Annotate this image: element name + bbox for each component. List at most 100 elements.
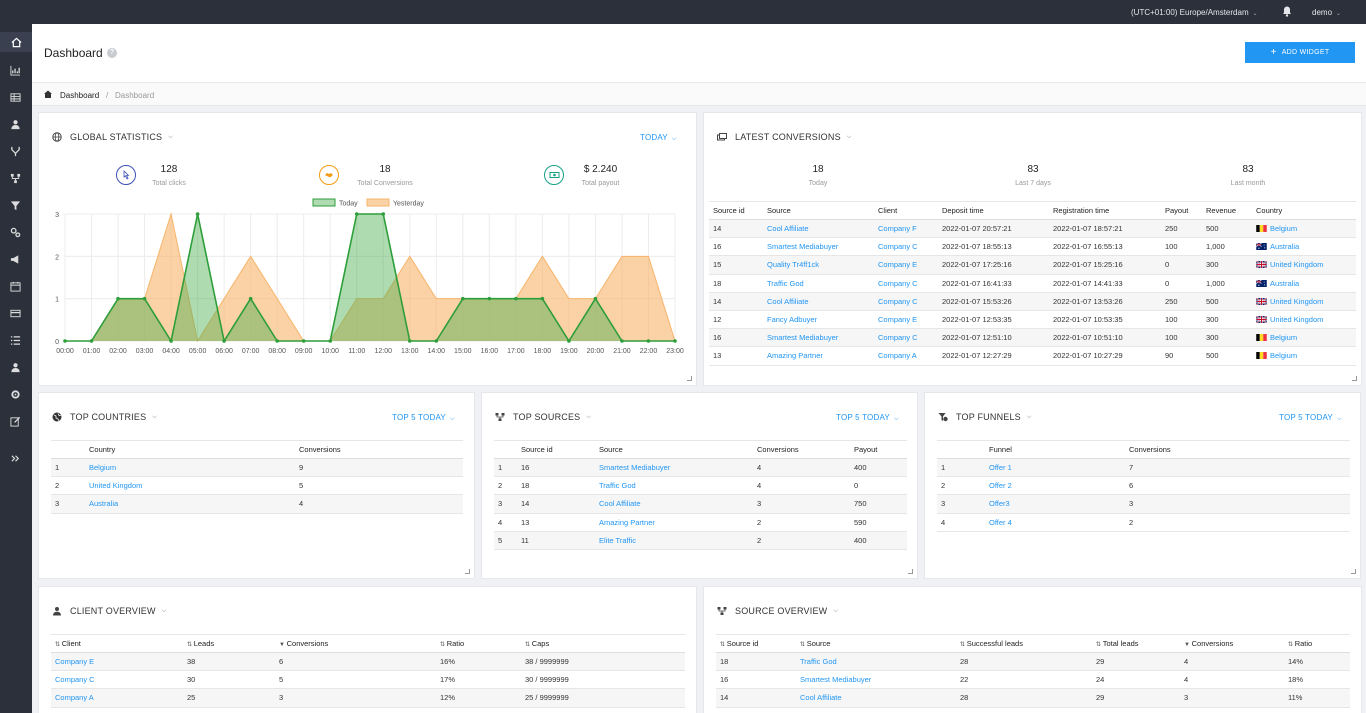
table-cell-link[interactable]: United Kingdom	[1252, 310, 1356, 330]
table-cell-link[interactable]: Company A	[51, 688, 183, 708]
cell-text: Company A	[55, 693, 94, 703]
table-cell-link[interactable]: Fancy Adbuyer	[763, 310, 874, 330]
filter-dropdown[interactable]: TOP 5 TODAY ⌵	[392, 413, 455, 423]
sidebar-item-clients[interactable]	[9, 118, 22, 131]
column-header[interactable]: ⇅ Successful leads	[956, 634, 1092, 653]
filter-dropdown[interactable]: TOP 5 TODAY ⌵	[1279, 413, 1342, 423]
sidebar-item-users[interactable]	[9, 361, 22, 374]
panel-title[interactable]: SOURCE OVERVIEW ⌵	[717, 606, 838, 616]
table-cell-link[interactable]: Amazing Partner	[763, 346, 874, 366]
table-cell-link[interactable]: Cool Affiliate	[763, 219, 874, 239]
sidebar-item-campaigns[interactable]	[9, 253, 22, 266]
sidebar-item-offers[interactable]	[9, 226, 22, 239]
column-header[interactable]: ⇅ Caps	[521, 634, 685, 653]
table-cell-link[interactable]: United Kingdom	[85, 476, 295, 496]
table-cell-link[interactable]: Traffic God	[796, 652, 956, 672]
filter-dropdown[interactable]: TODAY ⌵	[640, 133, 677, 143]
column-header[interactable]: ⇅ Total leads	[1092, 634, 1180, 653]
resize-handle[interactable]	[687, 376, 692, 381]
table-cell-link[interactable]: Belgium	[1252, 219, 1356, 239]
sidebar-item-calendar[interactable]	[9, 280, 22, 293]
table-cell-link[interactable]: Offer 4	[985, 513, 1125, 532]
panel-title[interactable]: GLOBAL STATISTICS ⌵	[52, 132, 173, 142]
filter-dropdown[interactable]: TOP 5 TODAY ⌵	[836, 413, 899, 423]
sidebar-item-edit[interactable]	[9, 415, 22, 428]
add-widget-button[interactable]: + ADD WIDGET	[1245, 42, 1355, 63]
sidebar-item-reports[interactable]	[9, 64, 22, 77]
column-header[interactable]: ⇅ Ratio	[1284, 634, 1350, 653]
help-icon[interactable]: ?	[107, 48, 117, 58]
table-cell-link[interactable]: Quality Tr4ff1ck	[763, 255, 874, 275]
sidebar-item-funnels[interactable]	[9, 199, 22, 212]
table-cell-link[interactable]: Cool Affiliate	[595, 494, 753, 514]
column-header[interactable]: ▼ Conversions	[275, 634, 436, 653]
table-cell-link[interactable]: Smartest Mediabuyer	[796, 670, 956, 690]
column-header[interactable]: ⇅ Source id	[716, 634, 796, 653]
panel-title[interactable]: TOP SOURCES ⌵	[495, 412, 591, 422]
panel-title[interactable]: TOP FUNNELS ⌵	[938, 412, 1032, 422]
x-tick-label: 13:00	[401, 348, 419, 355]
breadcrumb-home[interactable]: Dashboard	[60, 91, 100, 100]
cell-text: Fancy Adbuyer	[767, 315, 818, 325]
cell-text: Australia	[1270, 242, 1300, 252]
panel-title[interactable]: LATEST CONVERSIONS ⌵	[717, 132, 852, 142]
column-header[interactable]: ▼ Conversions	[1180, 634, 1284, 653]
resize-handle[interactable]	[1352, 376, 1357, 381]
table-cell-link[interactable]: Smartest Mediabuyer	[763, 328, 874, 348]
table-cell-link[interactable]: Australia	[1252, 274, 1356, 293]
table-cell-link[interactable]: Company A	[874, 346, 938, 366]
table-cell-link[interactable]: Australia	[85, 494, 295, 514]
resize-handle[interactable]	[908, 569, 913, 574]
table-cell-link[interactable]: Australia	[1252, 237, 1356, 257]
table-cell-link[interactable]: Company C	[874, 237, 938, 257]
column-header[interactable]: ⇅ Ratio	[436, 634, 521, 653]
table-cell-link[interactable]: Company F	[874, 219, 938, 239]
table-cell-link[interactable]: Belgium	[1252, 346, 1356, 366]
table-cell-link[interactable]: Company E	[51, 652, 183, 672]
panel-title[interactable]: TOP COUNTRIES ⌵	[52, 412, 157, 422]
resize-handle[interactable]	[1351, 569, 1356, 574]
table-cell-link[interactable]: Cool Affiliate	[763, 292, 874, 311]
user-menu[interactable]: demo ⌄	[1312, 8, 1341, 17]
table-cell-link[interactable]: Belgium	[85, 458, 295, 478]
panel-title[interactable]: CLIENT OVERVIEW ⌵	[52, 606, 166, 616]
column-header[interactable]: ⇅ Client	[51, 634, 183, 653]
table-cell-link[interactable]: Company C	[874, 292, 938, 311]
sidebar-item-payments[interactable]	[9, 307, 22, 320]
table-cell-link[interactable]: Company E	[874, 310, 938, 330]
sidebar-item-network[interactable]	[9, 172, 22, 185]
sidebar-item-home[interactable]	[0, 32, 32, 52]
table-cell-link[interactable]: Smartest Mediabuyer	[763, 237, 874, 257]
table-cell-link[interactable]: Company C	[874, 274, 938, 293]
column-header[interactable]: ⇅ Leads	[183, 634, 275, 653]
resize-handle[interactable]	[465, 569, 470, 574]
sidebar-item-lists[interactable]	[9, 334, 22, 347]
table-cell-link[interactable]: Company C	[874, 328, 938, 348]
table-cell-link[interactable]: Offer 1	[985, 458, 1125, 478]
table-cell-link[interactable]: Company C	[51, 670, 183, 690]
cell-text: 3	[1184, 693, 1189, 703]
table-cell-link[interactable]: Traffic God	[595, 476, 753, 496]
table-cell-link[interactable]: Cool Affiliate	[796, 688, 956, 708]
table-cell-link[interactable]: Elite Traffic	[595, 531, 753, 550]
table-cell-link[interactable]: Belgium	[1252, 328, 1356, 348]
table-cell-link[interactable]: Offer 2	[985, 476, 1125, 496]
cell-text: 30	[187, 675, 196, 685]
sidebar-item-table[interactable]	[9, 91, 22, 104]
latest-conversions-table-wrap[interactable]: Source id Source Client Deposit time Registr…	[709, 201, 1356, 373]
table-cell-link[interactable]: Smartest Mediabuyer	[595, 458, 753, 478]
table-cell-link[interactable]: Traffic God	[763, 274, 874, 293]
data-point-today	[673, 339, 677, 343]
timezone-selector[interactable]: (UTC+01:00) Europe/Amsterdam ⌄	[1131, 8, 1258, 17]
table-cell-link[interactable]: Offer3	[985, 494, 1125, 514]
table-cell: 5	[275, 670, 436, 690]
table-cell-link[interactable]: United Kingdom	[1252, 292, 1356, 311]
column-header[interactable]: ⇅ Source	[796, 634, 956, 653]
table-cell-link[interactable]: Company E	[874, 255, 938, 275]
table-cell-link[interactable]: Amazing Partner	[595, 513, 753, 532]
sidebar-item-sources[interactable]	[9, 145, 22, 158]
sidebar-item-settings[interactable]	[9, 388, 22, 401]
sidebar-expand[interactable]	[9, 452, 22, 465]
bell-icon[interactable]	[1282, 6, 1292, 17]
table-cell-link[interactable]: United Kingdom	[1252, 255, 1356, 275]
